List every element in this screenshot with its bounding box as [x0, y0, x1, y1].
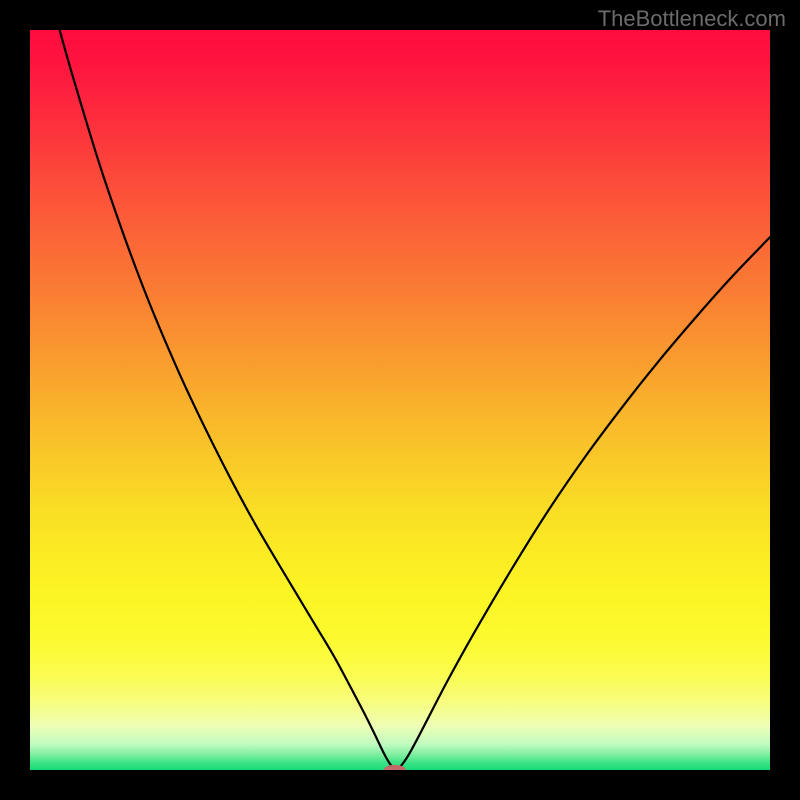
plot-area — [30, 30, 770, 770]
gradient-fill — [30, 30, 770, 770]
watermark-text: TheBottleneck.com — [598, 6, 786, 32]
chart-svg — [30, 30, 770, 770]
